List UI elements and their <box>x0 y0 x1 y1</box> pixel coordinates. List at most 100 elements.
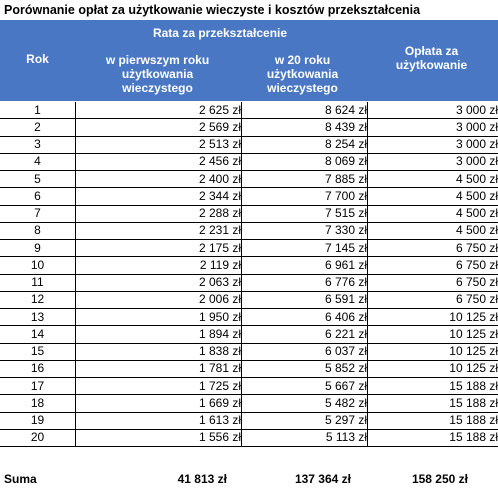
sum-fee: 158 250 zł <box>411 472 468 486</box>
header-twentieth-year-line3: wieczystego <box>267 81 338 95</box>
cell-first-year: 2 175 zł <box>75 239 242 258</box>
header-first-year-line3: wieczystego <box>122 81 193 95</box>
cell-rok: 1 <box>0 102 76 120</box>
cell-twentieth-year: 7 515 zł <box>241 205 368 223</box>
cell-first-year: 2 288 zł <box>75 205 242 223</box>
cell-fee: 15 188 zł <box>367 412 498 430</box>
header-rok: Rok <box>26 52 49 66</box>
cell-twentieth-year: 8 069 zł <box>241 153 368 172</box>
cell-twentieth-year: 8 439 zł <box>241 118 368 137</box>
cell-twentieth-year: 5 667 zł <box>241 377 368 396</box>
table-row: 10 2 119 zł 6 961 zł 6 750 zł <box>0 256 498 275</box>
cell-fee: 10 125 zł <box>367 343 498 361</box>
sum-first-year: 41 813 zł <box>177 472 227 486</box>
cell-rok: 5 <box>0 170 76 189</box>
cell-fee: 15 188 zł <box>367 429 498 448</box>
cell-rok: 16 <box>0 360 76 379</box>
cell-fee: 10 125 zł <box>367 360 498 379</box>
cell-rok: 9 <box>0 239 76 258</box>
header-rata-group: Rata za przekształcenie <box>152 26 288 40</box>
cell-twentieth-year: 6 406 zł <box>241 308 368 327</box>
cell-rok: 2 <box>0 118 76 137</box>
cell-first-year: 2 625 zł <box>75 102 242 120</box>
cell-twentieth-year: 5 852 zł <box>241 360 368 379</box>
cell-twentieth-year: 8 254 zł <box>241 136 368 154</box>
cell-rok: 19 <box>0 412 76 430</box>
table-row: 17 1 725 zł 5 667 zł 15 188 zł <box>0 377 498 396</box>
cell-twentieth-year: 6 221 zł <box>241 325 368 344</box>
cell-rok: 13 <box>0 308 76 327</box>
cell-fee: 4 500 zł <box>367 170 498 189</box>
cell-first-year: 2 119 zł <box>75 256 242 275</box>
cell-fee: 3 000 zł <box>367 118 498 137</box>
cell-fee: 4 500 zł <box>367 222 498 241</box>
cell-first-year: 1 725 zł <box>75 377 242 396</box>
cell-fee: 6 750 zł <box>367 256 498 275</box>
cell-twentieth-year: 6 961 zł <box>241 256 368 275</box>
table-row: 12 2 006 zł 6 591 zł 6 750 zł <box>0 291 498 310</box>
cell-rok: 14 <box>0 325 76 344</box>
table-row: 16 1 781 zł 5 852 zł 10 125 zł <box>0 360 498 379</box>
cell-twentieth-year: 6 037 zł <box>241 343 368 361</box>
cell-rok: 6 <box>0 187 76 206</box>
cell-fee: 4 500 zł <box>367 187 498 206</box>
cell-twentieth-year: 7 885 zł <box>241 170 368 189</box>
page-title: Porównanie opłat za użytkowanie wieczyst… <box>4 3 421 17</box>
cell-twentieth-year: 8 624 zł <box>241 102 368 120</box>
cell-fee: 15 188 zł <box>367 394 498 413</box>
cell-fee: 3 000 zł <box>367 153 498 172</box>
cell-rok: 17 <box>0 377 76 396</box>
sum-twentieth-year: 137 364 zł <box>294 472 351 486</box>
cell-twentieth-year: 7 145 zł <box>241 239 368 258</box>
cell-rok: 3 <box>0 136 76 154</box>
sum-row: Suma 41 813 zł 137 364 zł 158 250 zł <box>0 470 498 488</box>
header-oplata-line2: użytkowanie <box>395 58 468 72</box>
cell-rok: 10 <box>0 256 76 275</box>
header-twentieth-year-line1: w 20 roku <box>274 53 331 67</box>
cell-rok: 7 <box>0 205 76 223</box>
table-row: 19 1 613 zł 5 297 zł 15 188 zł <box>0 412 498 430</box>
cell-fee: 15 188 zł <box>367 377 498 396</box>
table-row: 18 1 669 zł 5 482 zł 15 188 zł <box>0 394 498 413</box>
header-twentieth-year-line2: użytkowania <box>266 67 339 81</box>
header-oplata: Opłata za użytkowanie <box>365 44 498 72</box>
cell-fee: 3 000 zł <box>367 136 498 154</box>
header-twentieth-year: w 20 roku użytkowania wieczystego <box>240 53 365 95</box>
cell-rok: 4 <box>0 153 76 172</box>
cell-first-year: 2 231 zł <box>75 222 242 241</box>
cell-rok: 8 <box>0 222 76 241</box>
cell-first-year: 2 344 zł <box>75 187 242 206</box>
cell-twentieth-year: 7 700 zł <box>241 187 368 206</box>
cell-first-year: 1 894 zł <box>75 325 242 344</box>
cell-twentieth-year: 5 482 zł <box>241 394 368 413</box>
cell-first-year: 2 063 zł <box>75 274 242 292</box>
cell-first-year: 1 950 zł <box>75 308 242 327</box>
cell-first-year: 2 513 zł <box>75 136 242 154</box>
table-row: 13 1 950 zł 6 406 zł 10 125 zł <box>0 308 498 327</box>
cell-rok: 15 <box>0 343 76 361</box>
header-first-year-line2: użytkowania <box>121 67 194 81</box>
cell-first-year: 2 400 zł <box>75 170 242 189</box>
cell-twentieth-year: 5 297 zł <box>241 412 368 430</box>
cell-fee: 3 000 zł <box>367 102 498 120</box>
cell-fee: 10 125 zł <box>367 308 498 327</box>
header-first-year: w pierwszym roku użytkowania wieczystego <box>75 53 240 95</box>
sum-label: Suma <box>4 472 37 486</box>
cell-fee: 10 125 zł <box>367 325 498 344</box>
cell-fee: 6 750 zł <box>367 274 498 292</box>
cell-fee: 6 750 zł <box>367 291 498 310</box>
table-row: 20 1 556 zł 5 113 zł 15 188 zł <box>0 429 498 448</box>
cell-fee: 4 500 zł <box>367 205 498 223</box>
cell-first-year: 2 456 zł <box>75 153 242 172</box>
cell-rok: 18 <box>0 394 76 413</box>
cell-twentieth-year: 7 330 zł <box>241 222 368 241</box>
cell-rok: 12 <box>0 291 76 310</box>
table-row: 11 2 063 zł 6 776 zł 6 750 zł <box>0 274 498 292</box>
